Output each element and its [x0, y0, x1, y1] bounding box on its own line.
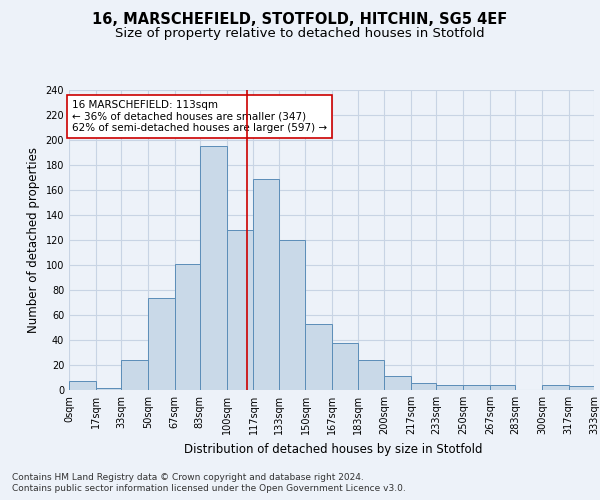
Y-axis label: Number of detached properties: Number of detached properties: [27, 147, 40, 333]
Bar: [175, 264, 200, 390]
Bar: [385, 376, 411, 390]
Bar: [569, 386, 594, 390]
Bar: [253, 179, 278, 390]
Text: Contains HM Land Registry data © Crown copyright and database right 2024.: Contains HM Land Registry data © Crown c…: [12, 472, 364, 482]
Text: Distribution of detached houses by size in Stotfold: Distribution of detached houses by size …: [184, 442, 482, 456]
Bar: [278, 240, 305, 390]
Text: Size of property relative to detached houses in Stotfold: Size of property relative to detached ho…: [115, 28, 485, 40]
Bar: [358, 360, 385, 390]
Bar: [69, 381, 96, 390]
Bar: [436, 385, 463, 390]
Bar: [463, 385, 490, 390]
Text: 16, MARSCHEFIELD, STOTFOLD, HITCHIN, SG5 4EF: 16, MARSCHEFIELD, STOTFOLD, HITCHIN, SG5…: [92, 12, 508, 28]
Bar: [411, 382, 436, 390]
Bar: [148, 298, 175, 390]
Bar: [227, 230, 253, 390]
Bar: [305, 324, 332, 390]
Bar: [121, 360, 148, 390]
Bar: [542, 385, 569, 390]
Text: Contains public sector information licensed under the Open Government Licence v3: Contains public sector information licen…: [12, 484, 406, 493]
Text: 16 MARSCHEFIELD: 113sqm
← 36% of detached houses are smaller (347)
62% of semi-d: 16 MARSCHEFIELD: 113sqm ← 36% of detache…: [72, 100, 327, 133]
Bar: [332, 342, 358, 390]
Bar: [96, 388, 121, 390]
Bar: [200, 146, 227, 390]
Bar: [490, 385, 515, 390]
